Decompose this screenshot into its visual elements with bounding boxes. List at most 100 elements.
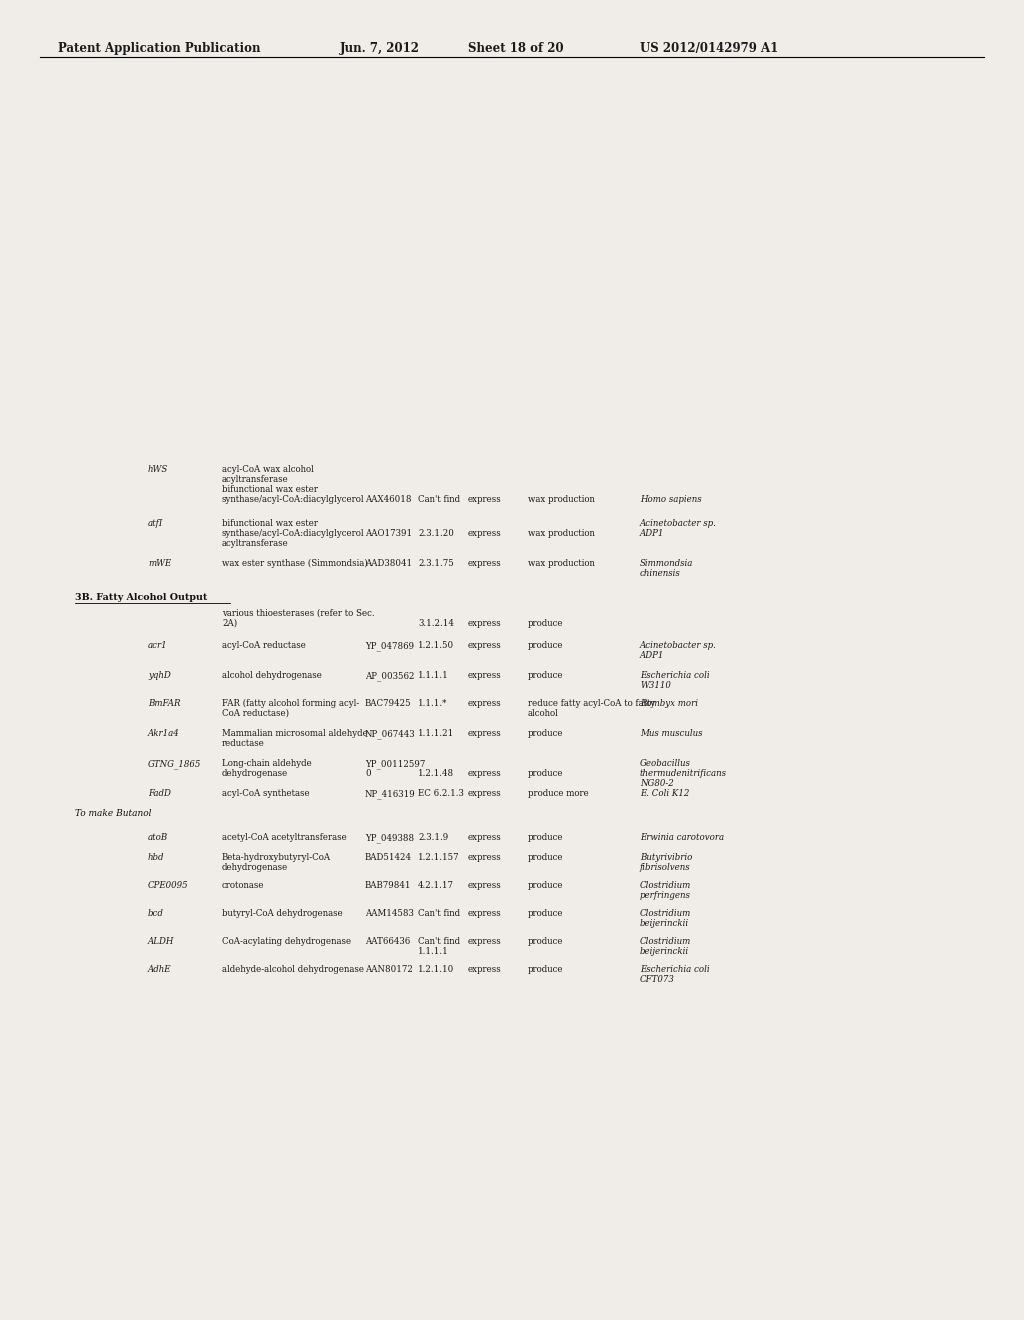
Text: FadD: FadD [148, 789, 171, 799]
Text: express: express [468, 619, 502, 628]
Text: aldehyde-alcohol dehydrogenase: aldehyde-alcohol dehydrogenase [222, 965, 364, 974]
Text: fibrisolvens: fibrisolvens [640, 863, 690, 873]
Text: wax ester synthase (Simmondsia): wax ester synthase (Simmondsia) [222, 558, 368, 568]
Text: NP_416319: NP_416319 [365, 789, 416, 799]
Text: beijerinckii: beijerinckii [640, 919, 689, 928]
Text: CPE0095: CPE0095 [148, 880, 188, 890]
Text: 2.3.1.9: 2.3.1.9 [418, 833, 449, 842]
Text: acyltransferase: acyltransferase [222, 475, 289, 484]
Text: acyl-CoA synthetase: acyl-CoA synthetase [222, 789, 309, 799]
Text: crotonase: crotonase [222, 880, 264, 890]
Text: AP_003562: AP_003562 [365, 671, 415, 681]
Text: CFT073: CFT073 [640, 975, 675, 983]
Text: Sheet 18 of 20: Sheet 18 of 20 [468, 42, 563, 55]
Text: bifunctional wax ester: bifunctional wax ester [222, 484, 318, 494]
Text: wax production: wax production [528, 529, 595, 539]
Text: 1.2.1.48: 1.2.1.48 [418, 770, 454, 777]
Text: Clostridium: Clostridium [640, 937, 691, 946]
Text: acr1: acr1 [148, 642, 168, 649]
Text: Clostridium: Clostridium [640, 880, 691, 890]
Text: various thioesterases (refer to Sec.: various thioesterases (refer to Sec. [222, 609, 375, 618]
Text: NG80-2: NG80-2 [640, 779, 674, 788]
Text: express: express [468, 880, 502, 890]
Text: AdhE: AdhE [148, 965, 171, 974]
Text: Homo sapiens: Homo sapiens [640, 495, 701, 504]
Text: produce: produce [528, 729, 563, 738]
Text: To make Butanol: To make Butanol [75, 809, 152, 818]
Text: Akr1a4: Akr1a4 [148, 729, 180, 738]
Text: AAN80172: AAN80172 [365, 965, 413, 974]
Text: 1.2.1.157: 1.2.1.157 [418, 853, 460, 862]
Text: bcd: bcd [148, 909, 164, 917]
Text: BmFAR: BmFAR [148, 700, 180, 708]
Text: YP_047869: YP_047869 [365, 642, 414, 651]
Text: express: express [468, 529, 502, 539]
Text: NP_067443: NP_067443 [365, 729, 416, 739]
Text: 1.1.1.*: 1.1.1.* [418, 700, 447, 708]
Text: produce more: produce more [528, 789, 589, 799]
Text: wax production: wax production [528, 495, 595, 504]
Text: Escherichia coli: Escherichia coli [640, 671, 710, 680]
Text: produce: produce [528, 642, 563, 649]
Text: hbd: hbd [148, 853, 165, 862]
Text: bifunctional wax ester: bifunctional wax ester [222, 519, 318, 528]
Text: synthase/acyl-CoA:diacylglycerol: synthase/acyl-CoA:diacylglycerol [222, 495, 365, 504]
Text: atfI: atfI [148, 519, 163, 528]
Text: 2A): 2A) [222, 619, 238, 628]
Text: express: express [468, 700, 502, 708]
Text: synthase/acyl-CoA:diacylglycerol: synthase/acyl-CoA:diacylglycerol [222, 529, 365, 539]
Text: chinensis: chinensis [640, 569, 681, 578]
Text: produce: produce [528, 853, 563, 862]
Text: BAB79841: BAB79841 [365, 880, 412, 890]
Text: produce: produce [528, 909, 563, 917]
Text: W3110: W3110 [640, 681, 671, 690]
Text: perfringens: perfringens [640, 891, 691, 900]
Text: Patent Application Publication: Patent Application Publication [58, 42, 260, 55]
Text: produce: produce [528, 833, 563, 842]
Text: Bombyx mori: Bombyx mori [640, 700, 698, 708]
Text: butyryl-CoA dehydrogenase: butyryl-CoA dehydrogenase [222, 909, 343, 917]
Text: hWS: hWS [148, 465, 168, 474]
Text: Clostridium: Clostridium [640, 909, 691, 917]
Text: US 2012/0142979 A1: US 2012/0142979 A1 [640, 42, 778, 55]
Text: E. Coli K12: E. Coli K12 [640, 789, 689, 799]
Text: AAT66436: AAT66436 [365, 937, 411, 946]
Text: Butyrivibrio: Butyrivibrio [640, 853, 692, 862]
Text: mWE: mWE [148, 558, 171, 568]
Text: produce: produce [528, 770, 563, 777]
Text: express: express [468, 833, 502, 842]
Text: reductase: reductase [222, 739, 265, 748]
Text: EC 6.2.1.3: EC 6.2.1.3 [418, 789, 464, 799]
Text: Mammalian microsomal aldehyde: Mammalian microsomal aldehyde [222, 729, 368, 738]
Text: beijerinckii: beijerinckii [640, 946, 689, 956]
Text: Beta-hydroxybutyryl-CoA: Beta-hydroxybutyryl-CoA [222, 853, 331, 862]
Text: express: express [468, 789, 502, 799]
Text: wax production: wax production [528, 558, 595, 568]
Text: express: express [468, 937, 502, 946]
Text: express: express [468, 853, 502, 862]
Text: 0: 0 [365, 770, 371, 777]
Text: produce: produce [528, 965, 563, 974]
Text: Long-chain aldehyde: Long-chain aldehyde [222, 759, 311, 768]
Text: Can't find: Can't find [418, 909, 460, 917]
Text: express: express [468, 495, 502, 504]
Text: express: express [468, 642, 502, 649]
Text: Acinetobacter sp.: Acinetobacter sp. [640, 519, 717, 528]
Text: acetyl-CoA acetyltransferase: acetyl-CoA acetyltransferase [222, 833, 347, 842]
Text: ALDH: ALDH [148, 937, 174, 946]
Text: Escherichia coli: Escherichia coli [640, 965, 710, 974]
Text: 3B. Fatty Alcohol Output: 3B. Fatty Alcohol Output [75, 593, 208, 602]
Text: 3.1.2.14: 3.1.2.14 [418, 619, 454, 628]
Text: GTNG_1865: GTNG_1865 [148, 759, 202, 768]
Text: alcohol dehydrogenase: alcohol dehydrogenase [222, 671, 322, 680]
Text: express: express [468, 909, 502, 917]
Text: Can't find: Can't find [418, 495, 460, 504]
Text: 1.1.1.1: 1.1.1.1 [418, 946, 449, 956]
Text: BAC79425: BAC79425 [365, 700, 412, 708]
Text: produce: produce [528, 619, 563, 628]
Text: reduce fatty acyl-CoA to fatty: reduce fatty acyl-CoA to fatty [528, 700, 655, 708]
Text: 1.1.1.1: 1.1.1.1 [418, 671, 449, 680]
Text: alcohol: alcohol [528, 709, 559, 718]
Text: produce: produce [528, 671, 563, 680]
Text: express: express [468, 729, 502, 738]
